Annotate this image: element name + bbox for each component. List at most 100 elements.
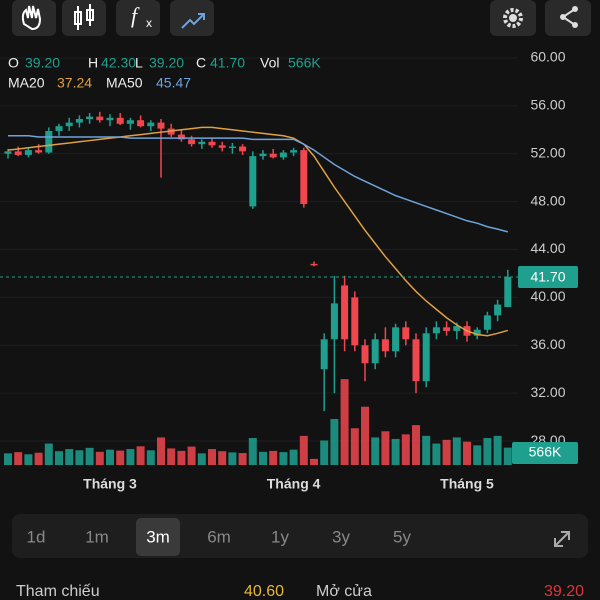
candle-body <box>116 117 124 124</box>
legend-value: 39.20 <box>25 55 60 71</box>
timeframe-tab[interactable]: 6m <box>207 527 231 546</box>
plot: 60.00 56.00 52.00 48.00 44.00 40.00 36.00 32.00… <box>0 49 578 492</box>
candle-body <box>310 263 318 266</box>
volume-bar <box>4 453 12 465</box>
legend-ma-name: MA20 <box>8 75 45 91</box>
y-tick-label: 40.00 <box>530 288 565 304</box>
volume-bar <box>493 435 502 465</box>
fx-icon: x <box>146 16 152 30</box>
candle-body <box>473 329 481 336</box>
candle-body <box>371 339 379 364</box>
volume-bar <box>157 437 165 465</box>
y-tick-label: 56.00 <box>530 97 565 113</box>
volume-bar <box>116 450 125 465</box>
candle-body <box>177 134 185 140</box>
volume-bar <box>279 452 288 465</box>
gear-icon <box>503 8 523 28</box>
legend-ma-name: MA50 <box>106 75 143 91</box>
share-button[interactable] <box>545 0 591 36</box>
legend-ma-value: 45.47 <box>156 75 191 91</box>
candle-body <box>86 116 94 120</box>
hand-icon <box>21 5 42 31</box>
timeframe-tab[interactable]: 1y <box>271 527 289 546</box>
volume-bar <box>330 419 339 465</box>
volume-bar <box>473 445 482 465</box>
legend-value: 41.70 <box>210 55 245 71</box>
expand-icon[interactable] <box>554 531 570 547</box>
candle-body <box>126 120 134 124</box>
volume-bar <box>483 438 492 465</box>
timeframe-tab[interactable]: 3y <box>332 527 350 546</box>
candle-body <box>300 150 308 205</box>
candle-body <box>188 139 196 145</box>
y-tick-label: 48.00 <box>530 192 565 208</box>
volume-bar <box>350 428 359 465</box>
candle-body <box>422 333 430 382</box>
candle-body <box>106 117 114 121</box>
candle-body <box>208 141 216 146</box>
volume-bar <box>85 447 94 465</box>
volume-bar <box>187 446 196 465</box>
y-tick-label: 44.00 <box>530 240 565 256</box>
price-tag <box>518 266 578 289</box>
volume-bar <box>197 453 206 465</box>
volume-bar <box>75 450 84 465</box>
candle-body <box>249 156 257 207</box>
volume-bar <box>320 440 329 465</box>
legend-key: Vol <box>260 55 279 71</box>
volume-bar <box>432 443 441 465</box>
legend-key: C <box>196 55 206 71</box>
volume-bar <box>248 438 257 465</box>
candle-body <box>269 153 277 158</box>
legend-value: 39.20 <box>149 55 184 71</box>
draw-button[interactable] <box>12 0 56 36</box>
volume-bar <box>106 449 114 465</box>
ma-line <box>8 135 508 233</box>
volume-bar <box>401 434 410 465</box>
chart-type-button[interactable] <box>62 0 106 36</box>
legend: O 39.20 H 42.30L 39.20 C 41.70 Vol 566K MA20 37.24… <box>8 55 321 91</box>
volume-bar <box>55 451 63 465</box>
candle-body <box>443 327 451 331</box>
volume-bar <box>126 449 135 465</box>
legend-value: 566K <box>288 55 321 71</box>
volume-bar <box>208 449 216 465</box>
candle-body <box>96 116 104 121</box>
candle-body <box>4 151 12 154</box>
volume-bar <box>442 439 451 465</box>
info-value: 39.20 <box>544 583 584 600</box>
legend-ma-value: 37.24 <box>57 75 92 91</box>
timeframe-tab[interactable]: 1d <box>27 527 46 546</box>
candle-body <box>351 297 359 346</box>
volume-bar <box>259 451 267 465</box>
candle-body <box>259 153 267 157</box>
volume-bar <box>340 379 349 465</box>
candle-body <box>75 119 83 123</box>
volume-bar <box>167 448 176 465</box>
volume-bar <box>44 443 53 465</box>
share-icon <box>560 14 566 20</box>
candle-body <box>402 327 410 340</box>
timeframe-tab[interactable]: 1m <box>85 527 109 546</box>
candle-body <box>198 141 206 145</box>
volume-bar <box>391 438 400 465</box>
y-tick-label: 36.00 <box>530 336 565 352</box>
candle-body <box>341 285 349 340</box>
x-tick-label: Tháng 3 <box>83 476 137 492</box>
volume-bar <box>24 454 33 465</box>
indicator-button[interactable] <box>116 0 160 36</box>
candle-body <box>35 150 43 153</box>
candle-body <box>392 327 400 352</box>
toolbar: f x <box>12 0 591 36</box>
volume-bar <box>228 452 237 465</box>
volume-bar <box>452 437 461 465</box>
candle-body <box>320 339 328 370</box>
volume-bar <box>299 435 308 465</box>
y-tick-label: 60.00 <box>530 49 565 65</box>
timeframe-tab[interactable]: 3m <box>146 527 170 546</box>
ai-button[interactable] <box>170 0 214 36</box>
candle-body <box>55 126 63 131</box>
volume-tag-label: 566K <box>529 444 562 460</box>
candle-body <box>432 327 440 334</box>
timeframe-tab[interactable]: 5y <box>393 527 411 546</box>
